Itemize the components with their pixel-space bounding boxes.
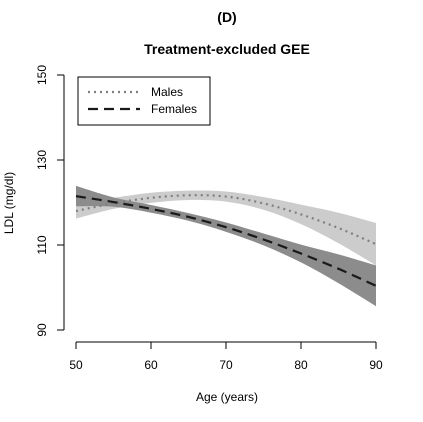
line-males — [75, 194, 377, 246]
x-axis-label: Age (years) — [196, 390, 258, 404]
band-males — [76, 190, 376, 266]
confidence-bands — [76, 185, 376, 307]
x-tick-label: 90 — [369, 358, 383, 372]
chart-title: Treatment-excluded GEE — [144, 41, 310, 57]
y-axis: 90 110 130 150 — [35, 65, 65, 337]
x-axis: 50 60 70 80 90 — [69, 341, 383, 372]
x-tick-label: 50 — [69, 358, 83, 372]
y-tick-label: 110 — [35, 235, 49, 254]
series-lines — [75, 194, 377, 287]
legend-label-males: Males — [151, 85, 183, 99]
x-tick-label: 80 — [294, 358, 308, 372]
legend-label-females: Females — [151, 102, 197, 116]
panel-label: (D) — [217, 9, 236, 25]
y-tick-label: 150 — [35, 65, 49, 85]
legend: Males Females — [77, 76, 211, 126]
x-tick-label: 60 — [144, 358, 158, 372]
band-females — [76, 185, 376, 307]
y-axis-label: LDL (mg/dl) — [2, 172, 16, 234]
y-tick-label: 90 — [35, 323, 49, 337]
y-tick-label: 130 — [35, 150, 49, 170]
legend-box — [77, 76, 211, 126]
line-females — [75, 195, 377, 287]
x-tick-label: 70 — [219, 358, 233, 372]
